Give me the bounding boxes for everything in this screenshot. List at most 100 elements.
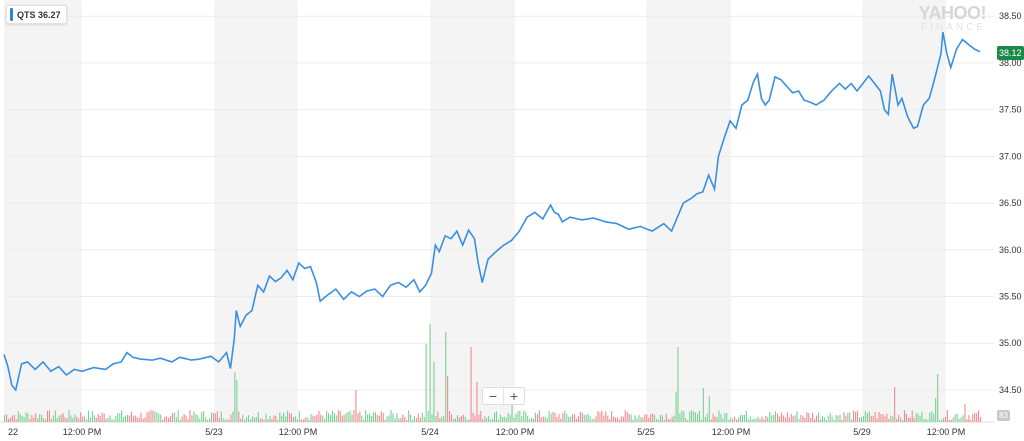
legend-label: QTS 36.27 <box>17 9 61 20</box>
volume-bar <box>827 415 829 422</box>
volume-bar <box>751 419 753 422</box>
volume-bar <box>111 419 113 422</box>
volume-bar <box>451 414 453 422</box>
volume-bar <box>501 417 503 422</box>
volume-bar <box>60 414 62 422</box>
volume-bar <box>683 411 685 422</box>
volume-bar <box>183 414 185 422</box>
volume-bar <box>372 412 374 422</box>
volume-bar <box>568 416 570 422</box>
volume-bar <box>318 410 320 422</box>
volume-bar <box>946 410 948 422</box>
volume-bar <box>330 415 332 422</box>
volume-bar <box>263 420 265 422</box>
volume-bar <box>246 417 248 422</box>
volume-bar <box>21 415 23 422</box>
volume-bar <box>577 416 579 422</box>
volume-bar <box>976 413 978 422</box>
volume-bar <box>695 412 697 422</box>
volume-bar <box>476 382 478 422</box>
volume-bar <box>308 419 310 422</box>
volume-bar <box>382 412 384 422</box>
volume-bar <box>564 410 566 422</box>
volume-bar <box>511 402 513 422</box>
volume-bar <box>765 415 767 422</box>
volume-bar <box>624 410 626 422</box>
volume-bar <box>312 415 314 422</box>
zoom-controls: − + <box>482 387 525 405</box>
volume-bar <box>661 415 663 422</box>
volume-bar <box>275 415 277 422</box>
y-tick-label-7: 35.00 <box>999 338 1022 348</box>
volume-bar <box>427 410 429 422</box>
volume-bar <box>819 419 821 422</box>
volume-bar <box>546 418 548 422</box>
x-tick-label-4: 5/24 <box>421 427 439 437</box>
volume-bar <box>462 414 464 422</box>
volume-bar <box>392 413 394 422</box>
volume-bar <box>675 392 677 422</box>
volume-bar <box>890 415 892 422</box>
volume-bar <box>371 416 373 422</box>
volume-bar <box>562 412 564 422</box>
volume-bar <box>279 412 281 422</box>
volume-bar <box>939 419 941 422</box>
volume-bar <box>117 413 119 422</box>
volume-bar <box>132 415 134 422</box>
volume-bar <box>169 416 171 422</box>
volume-bar <box>767 416 769 422</box>
volume-bar <box>9 417 11 422</box>
volume-bar <box>99 416 101 422</box>
volume-bar <box>937 374 939 422</box>
volume-bar <box>823 417 825 422</box>
symbol-legend[interactable]: QTS 36.27 <box>6 5 67 24</box>
volume-bar <box>4 415 6 422</box>
volume-bar <box>935 398 937 422</box>
volume-bar <box>253 417 255 422</box>
volume-bar <box>109 415 111 422</box>
volume-bar <box>642 417 644 422</box>
volume-bar <box>152 410 154 422</box>
volume-bar <box>283 412 285 422</box>
volume-bar <box>87 410 89 422</box>
volume-bar <box>784 417 786 422</box>
volume-bar <box>616 417 618 422</box>
volume-bar <box>759 418 761 422</box>
volume-bar <box>441 416 443 422</box>
volume-bar <box>322 415 324 422</box>
volume-bar <box>447 376 449 422</box>
volume-bar <box>886 413 888 422</box>
volume-bar <box>611 411 613 422</box>
volume-bar <box>222 418 224 422</box>
volume-bar <box>146 412 148 422</box>
volume-bar <box>786 412 788 422</box>
zoom-in-button[interactable]: + <box>503 388 524 404</box>
volume-bar <box>468 419 470 422</box>
volume-bar <box>702 388 704 422</box>
legend-swatch <box>10 8 13 21</box>
volume-bar <box>720 414 722 422</box>
volume-bar <box>587 413 589 422</box>
y-axis-ticks: 38.50 38.00 37.50 37.00 36.50 36.00 35.50 35.00… <box>999 11 1022 395</box>
volume-bar <box>517 411 519 422</box>
volume-bar <box>849 412 851 422</box>
volume-bar <box>896 419 898 422</box>
volume-bar <box>423 416 425 422</box>
zoom-out-button[interactable]: − <box>488 388 498 404</box>
volume-bar <box>544 416 546 422</box>
volume-bar <box>449 411 451 422</box>
volume-bar <box>115 415 117 422</box>
volume-bar <box>162 419 164 422</box>
volume-bar <box>814 419 816 422</box>
volume-bar <box>207 419 209 422</box>
volume-bar <box>386 416 388 422</box>
volume-bar <box>503 416 505 422</box>
volume-bar <box>599 412 601 422</box>
volume-bar <box>300 419 302 422</box>
volume-bar <box>236 380 238 422</box>
volume-bar <box>119 413 121 422</box>
volume-bar <box>175 417 177 422</box>
volume-bar <box>761 416 763 422</box>
volume-bar <box>736 419 738 422</box>
